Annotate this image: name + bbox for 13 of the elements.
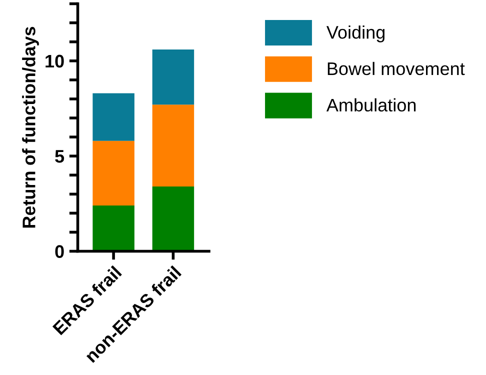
y-axis-title: Return of function/days	[22, 26, 39, 228]
bar	[152, 186, 194, 252]
y-tick-label: 0	[55, 245, 64, 258]
bar	[152, 49, 194, 105]
legend-label: Voiding	[326, 26, 384, 42]
y-tick-label: 10	[46, 54, 64, 68]
bar	[92, 140, 134, 206]
bar	[152, 104, 194, 187]
bar	[92, 206, 134, 252]
legend-label: Bowel movement	[328, 62, 465, 76]
y-tick-label: 5	[55, 150, 64, 163]
bar	[92, 93, 134, 141]
legend-label: Ambulation	[326, 98, 416, 112]
